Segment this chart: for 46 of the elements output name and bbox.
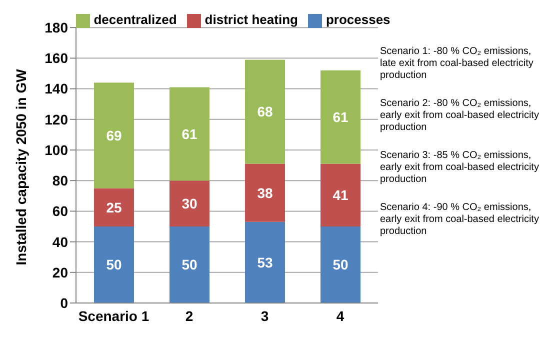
legend-label: processes [326, 12, 390, 27]
legend-label: district heating [204, 12, 298, 27]
data-label: 41 [332, 187, 348, 204]
bar [94, 82, 134, 188]
legend-label: decentralized [94, 12, 177, 27]
y-axis-title: Installed capacity 2050 in GW [12, 68, 29, 266]
x-tick-label: 4 [336, 308, 344, 324]
bar [170, 87, 210, 181]
data-label: 30 [182, 196, 198, 212]
bar [170, 226, 210, 303]
bar [94, 188, 134, 226]
bar [170, 180, 210, 226]
data-label: 61 [332, 109, 348, 126]
data-label: 25 [106, 199, 122, 216]
bar [245, 60, 285, 164]
bar [94, 226, 134, 303]
x-tick-label: Scenario 1 [78, 308, 150, 324]
y-tick-label: 20 [52, 264, 68, 280]
data-label: 69 [106, 127, 122, 144]
y-tick-label: 160 [44, 50, 68, 66]
y-tick-label: 180 [44, 20, 68, 36]
bar [320, 70, 360, 164]
data-label: 50 [182, 256, 198, 273]
data-label: 38 [257, 184, 273, 201]
data-label: 50 [106, 256, 122, 273]
text: Scenario 2: -80 % CO₂ emissions, early exit from coal-based electricity production [380, 98, 540, 134]
bar [245, 222, 285, 303]
data-label: 68 [257, 104, 273, 120]
y-tick-label: 80 [52, 172, 68, 189]
x-tick-label: 3 [260, 308, 269, 324]
y-tick-label: 120 [44, 111, 68, 128]
x-tick-label: 2 [185, 308, 194, 324]
bar [245, 164, 285, 222]
y-tick-label: 100 [44, 142, 68, 158]
y-tick-label: 140 [44, 80, 68, 97]
data-label: 53 [257, 254, 273, 270]
y-tick-label: 60 [52, 203, 68, 220]
bar [320, 164, 360, 226]
text: Scenario 1: -80 % CO₂ emissions, late exit from coal-based electricity production [380, 46, 534, 82]
y-tick-label: 40 [52, 234, 68, 250]
data-label: 61 [182, 126, 198, 142]
bar [320, 226, 360, 303]
data-label: 50 [332, 256, 348, 273]
text: Scenario 4: -90 % CO₂ emissions, early exit from coal-based electricity production [380, 202, 540, 238]
y-tick-label: 0 [60, 294, 68, 311]
text: Scenario 3: -85 % CO₂ emissions, early exit from coal-based electricity production [380, 150, 540, 186]
